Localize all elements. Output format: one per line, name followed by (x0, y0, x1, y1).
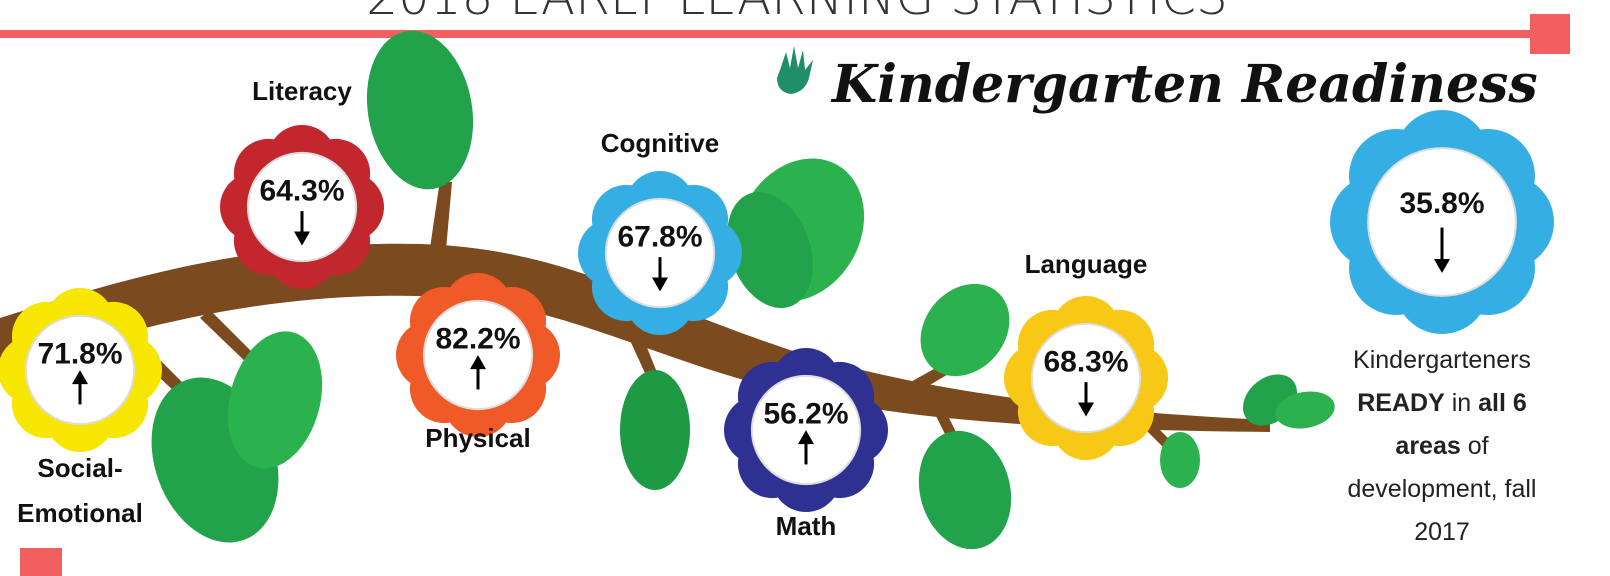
flower: 82.2% (396, 273, 560, 437)
value: 82.2% (435, 322, 520, 355)
summary-text: areas of (1395, 432, 1488, 460)
flower: 56.2% (724, 348, 888, 512)
flower-label: Social- (37, 453, 122, 483)
page: 2018 EARLY LEARNING STATISTICS Kindergar… (0, 0, 1610, 576)
value: 67.8% (617, 220, 702, 253)
flower: 64.3% (220, 125, 384, 289)
flower: 71.8% (0, 288, 162, 452)
title: 2018 EARLY LEARNING STATISTICS (366, 0, 1228, 26)
hand-icon (777, 46, 813, 94)
flower: 67.8% (578, 171, 742, 335)
flower-label: Literacy (252, 76, 352, 106)
flower-label: Emotional (17, 498, 143, 528)
value: 68.3% (1043, 345, 1128, 378)
flower: 68.3% (1004, 296, 1168, 460)
flower-center (1368, 148, 1516, 296)
summary-text: 2017 (1414, 518, 1470, 546)
flower-label: Language (1025, 249, 1148, 279)
summary-text: Kindergarteners (1353, 346, 1531, 374)
flower: 35.8% (1330, 110, 1554, 334)
summary-run: of (1461, 432, 1489, 460)
flower-label: Physical (425, 423, 531, 453)
flower-label: Math (776, 511, 837, 541)
summary-run: development, fall (1347, 475, 1536, 503)
summary-text: READY in all 6 (1357, 389, 1527, 417)
flower-label: Cognitive (601, 128, 719, 158)
value: 35.8% (1399, 187, 1484, 220)
header-rule (0, 30, 1560, 38)
corner-square (20, 548, 62, 576)
summary-run: 2017 (1414, 518, 1470, 546)
value: 64.3% (259, 174, 344, 207)
summary-run: all 6 (1478, 389, 1527, 417)
value: 56.2% (763, 397, 848, 430)
summary-run: Kindergarteners (1353, 346, 1531, 374)
summary-run: areas (1395, 432, 1460, 460)
summary-run: READY (1357, 389, 1445, 417)
value: 71.8% (37, 337, 122, 370)
subtitle: Kindergarten Readiness (830, 54, 1538, 115)
header-square (1530, 14, 1570, 54)
infographic: 2018 EARLY LEARNING STATISTICS Kindergar… (0, 0, 1610, 576)
summary-text: development, fall (1347, 475, 1536, 503)
summary-run: in (1445, 389, 1478, 417)
